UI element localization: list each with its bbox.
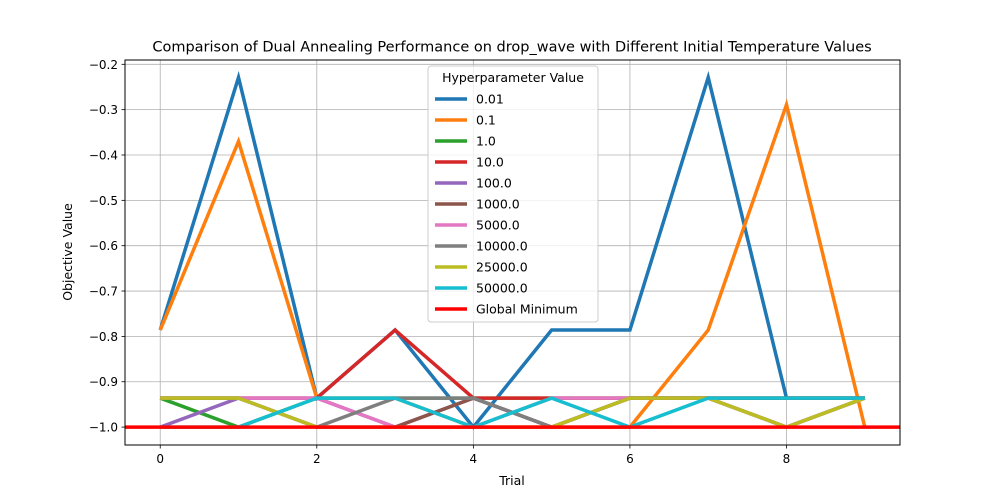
x-tick-label: 6 [626, 452, 634, 466]
chart-title: Comparison of Dual Annealing Performance… [152, 40, 871, 56]
legend-entry: 10.0 [476, 155, 504, 170]
y-tick-label: −0.4 [89, 149, 118, 163]
y-tick-label: −1.0 [89, 421, 118, 435]
axis-ticks: 0 2 4 6 8 −1.0 −0.9 −0.8 −0.7 −0.6 −0.5 −0.4 −0.3 −0.… [89, 58, 790, 466]
series-lines [125, 70, 900, 430]
y-tick-label: −0.9 [89, 375, 118, 389]
legend-entry: 50000.0 [476, 281, 528, 296]
legend-entry: 5000.0 [476, 218, 520, 233]
x-tick-label: 4 [470, 452, 478, 466]
x-tick-label: 2 [313, 452, 321, 466]
series-line-0-01 [158, 70, 865, 430]
y-tick-label: −0.2 [89, 58, 118, 72]
y-tick-label: −0.3 [89, 103, 118, 117]
y-tick-label: −0.7 [89, 285, 118, 299]
legend-entry: 100.0 [476, 176, 512, 191]
plot-frame [124, 59, 901, 446]
legend-title: Hyperparameter Value [442, 70, 584, 85]
x-tick-label: 8 [783, 452, 791, 466]
legend-entry: 10000.0 [476, 239, 528, 254]
legend-entry: 0.01 [476, 92, 504, 107]
y-axis-label: Objective Value [60, 203, 75, 301]
legend-entry: Global Minimum [476, 302, 578, 317]
legend-entry: 25000.0 [476, 260, 528, 275]
series-line-50000-0 [160, 396, 865, 429]
legend-entry: 0.1 [476, 113, 496, 128]
legend-entry: 1.0 [476, 134, 496, 149]
x-axis-label: Trial [498, 473, 525, 488]
y-tick-label: −0.8 [89, 330, 118, 344]
legend-entry: 1000.0 [476, 197, 520, 212]
x-tick-label: 0 [156, 452, 164, 466]
legend-box [427, 65, 599, 323]
legend: Hyperparameter Value 0.01 0.1 1.0 10.0 100.0… [427, 65, 599, 323]
y-tick-label: −0.6 [89, 239, 118, 253]
legend-items: 0.01 0.1 1.0 10.0 100.0 1000.0 5000.0 10000.0 25… [435, 92, 578, 317]
y-tick-label: −0.5 [89, 194, 118, 208]
